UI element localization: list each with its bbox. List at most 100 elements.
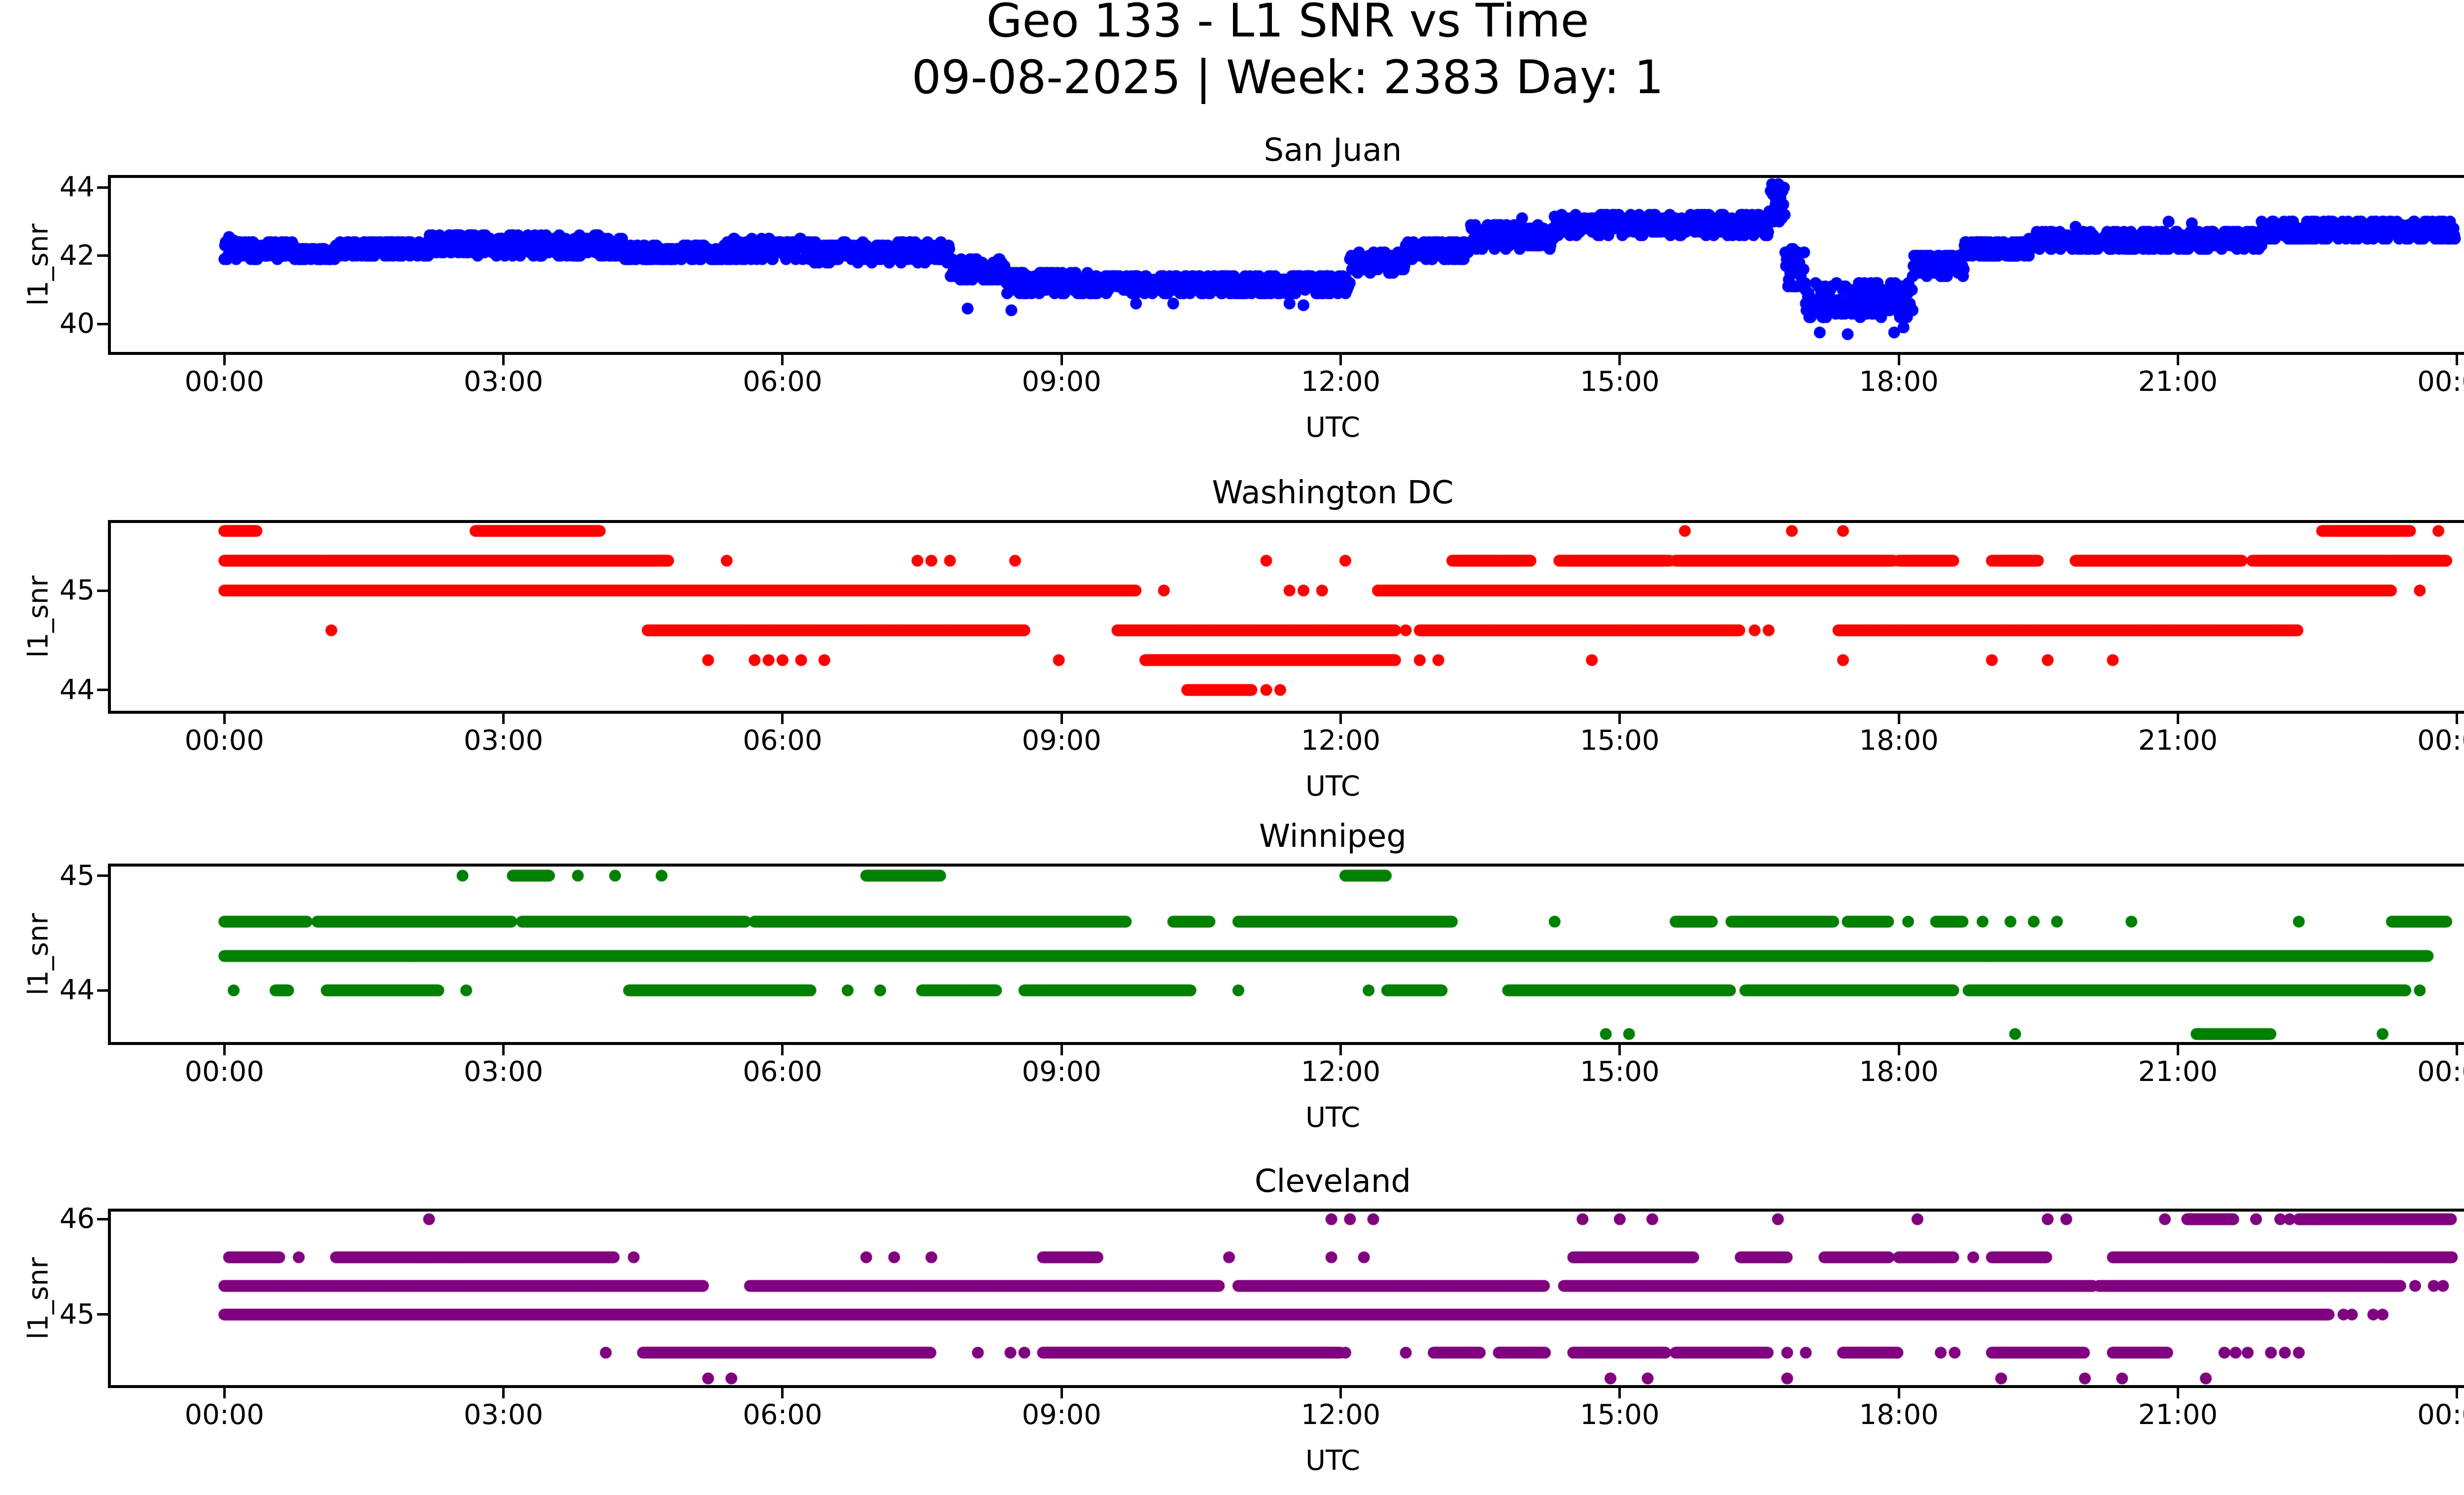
x-tick-mark bbox=[1060, 354, 1063, 365]
x-tick-mark bbox=[1339, 713, 1342, 724]
y-tick-mark bbox=[97, 1313, 108, 1316]
x-tick-label: 00:00 bbox=[184, 1056, 264, 1088]
x-tick-label: 18:00 bbox=[1859, 366, 1939, 398]
y-tick-mark bbox=[97, 989, 108, 992]
x-tick-mark bbox=[2176, 1044, 2179, 1055]
y-tick-label: 45 bbox=[59, 859, 95, 892]
scatter-canvas bbox=[111, 178, 2464, 352]
y-tick-label: 42 bbox=[59, 239, 95, 272]
x-tick-label: 18:00 bbox=[1859, 725, 1939, 757]
x-tick-mark bbox=[1897, 1388, 1900, 1398]
x-tick-label: 18:00 bbox=[1859, 1056, 1939, 1088]
x-tick-mark bbox=[1339, 1044, 1342, 1055]
x-tick-mark bbox=[2176, 1388, 2179, 1398]
x-tick-label: 12:00 bbox=[1300, 1056, 1381, 1088]
x-tick-label: 12:00 bbox=[1300, 725, 1381, 757]
x-tick-mark bbox=[502, 354, 505, 365]
x-tick-mark bbox=[502, 1388, 505, 1398]
figure-title: Geo 133 - L1 SNR vs Time 09-08-2025 | We… bbox=[0, 0, 2464, 106]
x-tick-label: 00:00 bbox=[184, 725, 264, 757]
x-tick-label: 09:00 bbox=[1022, 366, 1101, 398]
x-tick-mark bbox=[502, 1044, 505, 1055]
x-tick-label: 06:00 bbox=[743, 1056, 822, 1088]
x-tick-label: 00:00 bbox=[2417, 1399, 2464, 1431]
x-tick-mark bbox=[2456, 354, 2459, 365]
y-tick-mark bbox=[97, 1217, 108, 1220]
x-tick-label: 12:00 bbox=[1300, 366, 1381, 398]
subplot-title: Winnipeg bbox=[1259, 818, 1407, 855]
figure-title-line2: 09-08-2025 | Week: 2383 Day: 1 bbox=[911, 50, 1664, 104]
x-tick-label: 21:00 bbox=[2138, 366, 2218, 398]
y-tick-mark bbox=[97, 186, 108, 189]
x-tick-mark bbox=[223, 713, 226, 724]
x-tick-label: 00:00 bbox=[184, 366, 264, 398]
x-tick-mark bbox=[781, 713, 784, 724]
x-tick-label: 18:00 bbox=[1859, 1399, 1939, 1431]
x-tick-label: 06:00 bbox=[743, 366, 822, 398]
x-tick-mark bbox=[1618, 354, 1621, 365]
x-tick-mark bbox=[781, 1388, 784, 1398]
x-tick-mark bbox=[502, 713, 505, 724]
y-tick-mark bbox=[97, 589, 108, 592]
x-tick-label: 00:00 bbox=[2417, 725, 2464, 757]
x-tick-mark bbox=[2456, 1388, 2459, 1398]
x-tick-mark bbox=[1897, 354, 1900, 365]
x-tick-mark bbox=[223, 1044, 226, 1055]
y-tick-label: 45 bbox=[59, 1298, 95, 1330]
x-tick-label: 09:00 bbox=[1022, 1399, 1101, 1431]
scatter-canvas bbox=[111, 523, 2464, 711]
x-tick-mark bbox=[1618, 1388, 1621, 1398]
x-tick-mark bbox=[2176, 713, 2179, 724]
x-tick-mark bbox=[1339, 354, 1342, 365]
x-axis-label: UTC bbox=[1305, 1445, 1360, 1477]
y-tick-label: 44 bbox=[59, 673, 95, 706]
x-tick-label: 03:00 bbox=[463, 1056, 544, 1088]
y-tick-mark bbox=[97, 254, 108, 257]
y-tick-label: 45 bbox=[59, 574, 95, 607]
plot-area bbox=[108, 864, 2464, 1045]
x-tick-label: 00:00 bbox=[2417, 366, 2464, 398]
x-tick-label: 15:00 bbox=[1580, 725, 1660, 757]
plot-area bbox=[108, 175, 2464, 355]
x-tick-label: 03:00 bbox=[463, 366, 544, 398]
plot-area bbox=[108, 1209, 2464, 1388]
subplot-title: Cleveland bbox=[1254, 1163, 1411, 1200]
x-tick-label: 21:00 bbox=[2138, 725, 2218, 757]
y-tick-label: 40 bbox=[59, 308, 95, 340]
x-tick-label: 12:00 bbox=[1300, 1399, 1381, 1431]
x-tick-label: 00:00 bbox=[184, 1399, 264, 1431]
x-tick-label: 03:00 bbox=[463, 725, 544, 757]
x-axis-label: UTC bbox=[1305, 1102, 1360, 1134]
x-tick-label: 09:00 bbox=[1022, 1056, 1101, 1088]
subplot-title: San Juan bbox=[1264, 132, 1402, 169]
scatter-canvas bbox=[111, 867, 2464, 1042]
x-tick-mark bbox=[2176, 354, 2179, 365]
y-tick-label: 44 bbox=[59, 171, 95, 204]
x-tick-label: 21:00 bbox=[2138, 1399, 2218, 1431]
y-tick-mark bbox=[97, 689, 108, 692]
plot-area bbox=[108, 520, 2464, 714]
x-tick-mark bbox=[1060, 1044, 1063, 1055]
y-tick-label: 46 bbox=[59, 1203, 95, 1235]
x-tick-label: 03:00 bbox=[463, 1399, 544, 1431]
x-tick-mark bbox=[1897, 713, 1900, 724]
y-tick-label: 44 bbox=[59, 974, 95, 1007]
x-tick-mark bbox=[1060, 1388, 1063, 1398]
x-tick-label: 00:00 bbox=[2417, 1056, 2464, 1088]
y-tick-mark bbox=[97, 322, 108, 325]
x-tick-mark bbox=[223, 1388, 226, 1398]
x-axis-label: UTC bbox=[1305, 770, 1360, 802]
x-tick-mark bbox=[223, 354, 226, 365]
y-tick-mark bbox=[97, 874, 108, 877]
subplot-title: Washington DC bbox=[1212, 475, 1454, 511]
figure-title-line1: Geo 133 - L1 SNR vs Time bbox=[986, 0, 1589, 48]
x-tick-mark bbox=[781, 1044, 784, 1055]
x-tick-mark bbox=[1339, 1388, 1342, 1398]
x-tick-label: 15:00 bbox=[1580, 1399, 1660, 1431]
x-tick-label: 15:00 bbox=[1580, 366, 1660, 398]
scatter-canvas bbox=[111, 1212, 2464, 1385]
x-tick-mark bbox=[781, 354, 784, 365]
x-tick-mark bbox=[2456, 1044, 2459, 1055]
x-tick-label: 15:00 bbox=[1580, 1056, 1660, 1088]
x-tick-mark bbox=[1618, 713, 1621, 724]
